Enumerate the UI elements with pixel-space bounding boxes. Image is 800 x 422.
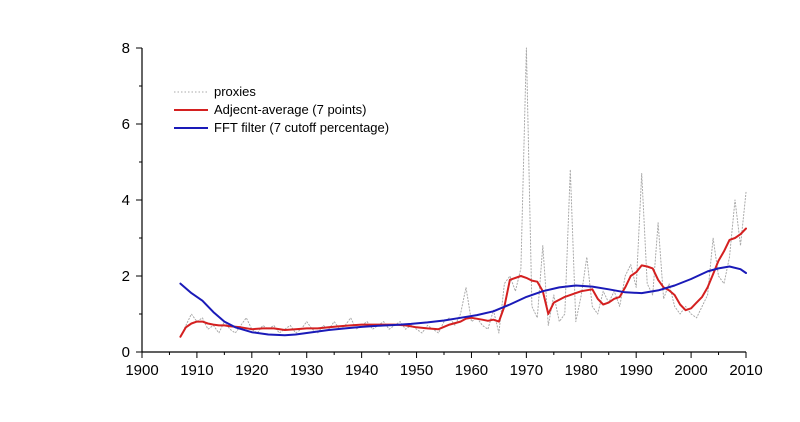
x-tick-label-1980: 1980 [565,362,598,379]
legend-entry-adjacent-average: Adjecnt-average (7 points) [174,102,366,117]
y-tick-label-0: 0 [122,344,130,361]
x-tick-label-1940: 1940 [345,362,378,379]
y-tick-label-2: 2 [122,268,130,285]
series-line-fft-filter [179,265,747,337]
legend-label-adjacent-average: Adjecnt-average (7 points) [214,102,366,117]
plot-lines [179,47,747,338]
series-line-proxies [179,47,747,338]
x-tick-label-2010: 2010 [729,362,762,379]
x-tick-label-1920: 1920 [235,362,268,379]
x-tick-label-1930: 1930 [290,362,323,379]
y-ticks: 0 2 4 6 8 [122,40,142,361]
series-line-adjacent-average [179,227,747,338]
x-tick-label-1910: 1910 [180,362,213,379]
y-tick-label-6: 6 [122,116,130,133]
legend: proxies Adjecnt-average (7 points) FFT f… [174,84,389,135]
x-tick-label-1960: 1960 [455,362,488,379]
y-tick-label-8: 8 [122,40,130,57]
x-tick-label-1970: 1970 [510,362,543,379]
x-ticks: 1900 1910 1920 1930 1940 1950 1960 1970 1980 1990… [125,352,763,379]
legend-label-proxies: proxies [214,84,256,99]
x-tick-label-1950: 1950 [400,362,433,379]
y-tick-label-4: 4 [122,192,130,209]
legend-entry-fft-filter: FFT filter (7 cutoff percentage) [174,120,389,135]
legend-label-fft-filter: FFT filter (7 cutoff percentage) [214,120,389,135]
x-tick-label-2000: 2000 [674,362,707,379]
legend-entry-proxies: proxies [174,84,256,99]
x-tick-label-1990: 1990 [619,362,652,379]
x-tick-label-1900: 1900 [125,362,158,379]
